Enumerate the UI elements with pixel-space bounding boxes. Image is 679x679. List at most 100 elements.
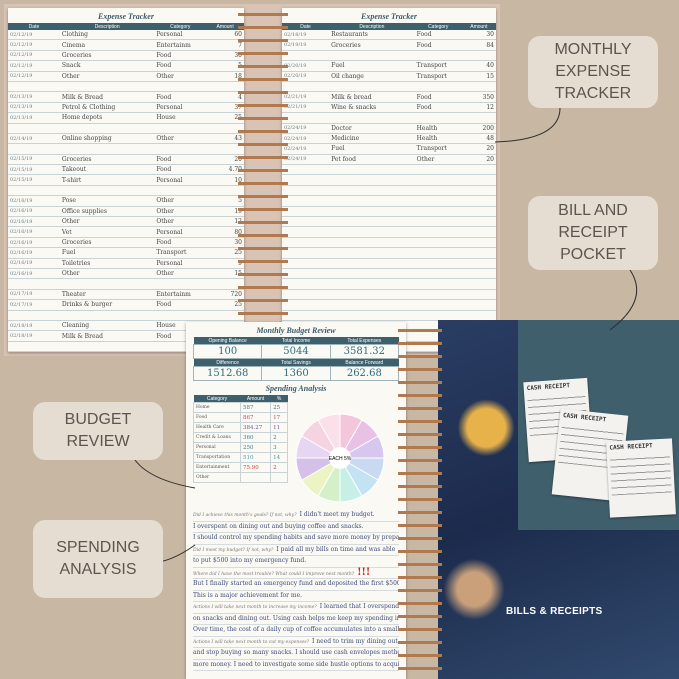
cell: Other [154,133,207,145]
expense-row [282,216,496,228]
cell: Clothing [59,30,155,41]
cell [461,310,496,321]
answer: I didn't meet my budget. [299,511,375,518]
cell: Cleaning [59,320,155,332]
cell [282,237,330,249]
cell: 02/19/19 [282,39,330,51]
cell [461,278,496,290]
expense-row: 02/12/19GroceriesFood30 [8,50,244,62]
cell [414,278,462,290]
cell: Groceries [59,50,155,62]
expense-row [282,174,496,186]
expense-row [282,278,496,290]
planner-page: Monthly Budget Review Opening Balance Tota… [186,322,406,679]
reflection-line: Did I achieve this month's goals? If not… [193,510,399,522]
cell [329,216,415,228]
cell [282,299,330,311]
cell [329,278,415,290]
arrow [609,269,638,331]
column-header: Amount [240,395,271,403]
expense-table: Date Description Category Amount 02/12/19 Clo… [8,23,244,353]
cell: 12 [461,102,496,114]
spending-table: Category Amount% Home 587 25 Food 867 17 Health … [193,395,288,483]
cell [154,341,207,353]
cell: Entertainm [154,289,207,301]
cell: 02/12/19 [8,50,60,62]
cell: Food [414,102,462,114]
expense-row [282,237,496,249]
cell: 4.70 [206,164,244,176]
cell [461,258,496,270]
expense-row [282,226,496,238]
column-header: Description [329,23,415,30]
cell [59,123,155,134]
cell: Food [154,299,207,311]
column-header: % [270,395,288,403]
pie-center [329,447,351,469]
cell: 02/20/19 [282,60,330,72]
cell [282,164,330,176]
cell [8,341,60,353]
cell: 02/16/19 [8,258,60,270]
cell: Personal [154,30,207,41]
cell-value: 262.68 [329,366,400,381]
header-row: Difference Total Savings Balance Forward [193,358,399,367]
cell: 02/21/19 [282,102,330,114]
expense-row: 02/20/19 Oil change Transport 15 [282,71,496,82]
cell: 02/16/19 [8,268,60,280]
cell [461,50,496,62]
reflection-line: Actions I will take next month to cut my… [193,637,399,648]
expense-row [282,289,496,301]
cell: Groceries [59,237,155,249]
cell [282,278,330,290]
cell: Other [59,216,155,228]
cell [414,289,462,301]
expense-row: 02/16/19FuelTransport25 [8,247,244,259]
column-header: Description [59,23,155,30]
cell: Home depots [59,112,155,124]
cell: Office supplies [59,206,155,218]
cell: 20 [461,154,496,166]
cell: 20 [461,143,496,155]
reflection-line: I overspent on dining out and buying cof… [193,522,399,533]
cell: 02/24/19 [282,133,330,145]
cell [282,112,330,124]
cell [329,299,415,311]
cell [8,278,60,290]
prompt: Did I meet my budget? If not, why? [193,547,274,553]
expense-row [8,123,244,134]
cell: 02/15/19 [8,154,60,166]
cell [461,174,496,186]
cover: CASH RECEIPT CASH RECEIPT CASH RECEIPT BILL… [438,320,679,679]
cell [461,268,496,280]
cell [461,216,496,228]
expense-row: 02/15/19 Takeout Food 4.70 [8,164,244,176]
cell [414,226,462,238]
cell-label: Opening Balance [193,337,262,345]
cell: Takeout [59,164,155,176]
cell: 02/21/19 [282,91,330,103]
cell: Food [414,30,462,41]
expense-row: 02/17/19 Theater Entertainm 720 [8,289,244,301]
cell: Toiletries [59,258,155,270]
cell [282,268,330,280]
cell [206,310,244,321]
reflection-line: Where did I have the most trouble? What … [193,567,399,579]
cell [414,185,462,197]
cell [461,164,496,176]
cell: 02/16/19 [8,195,60,207]
reflection-line: Did I meet my budget? If not, why? I paid… [193,545,399,556]
reflection-line: to put $500 into my emergency fund. [193,556,399,568]
expense-row: 02/24/19 Medicine Health 48 [282,133,496,145]
cell: 02/20/19 [282,71,330,82]
cell [414,50,462,62]
reflection-line: This is a major achievement for me. [193,591,399,602]
cell: 720 [206,289,244,301]
cell: Milk & bread [329,91,415,103]
answer: I learned that I overspend [319,603,399,610]
cell-label: Total Income [261,337,331,345]
column-header: Amount [461,23,496,30]
expense-row [282,81,496,93]
